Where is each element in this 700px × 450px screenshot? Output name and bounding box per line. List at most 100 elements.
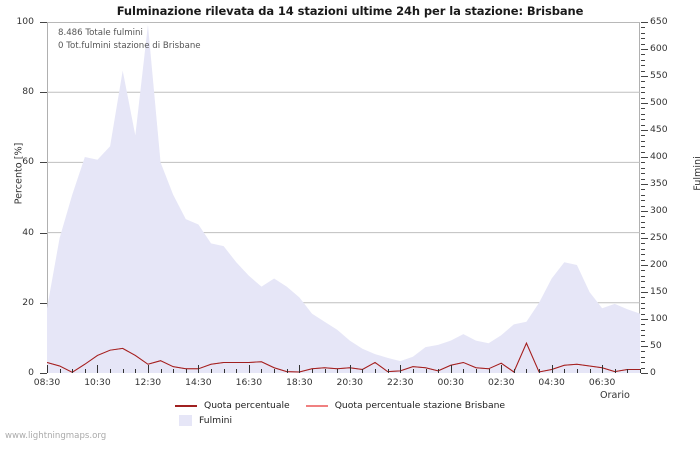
y-axis-right-tick-mark (641, 22, 648, 23)
y-axis-right-minor-tick (641, 173, 645, 175)
y-axis-right-tick-label: 400 (650, 151, 668, 162)
legend-line-swatch-brisbane (305, 404, 328, 407)
y-axis-right-minor-tick (641, 275, 645, 277)
x-axis-tick-mark (400, 365, 402, 373)
x-axis-minor-tick (72, 369, 74, 373)
x-axis-minor-tick (375, 369, 377, 373)
y-axis-right-minor-tick (641, 308, 645, 310)
x-axis-tick-mark (501, 365, 503, 373)
x-axis-minor-tick (362, 369, 364, 373)
y-axis-left-tick-label: 80 (22, 86, 34, 98)
y-axis-right-tick-label: 500 (650, 97, 668, 108)
y-axis-left-tick-label: 100 (16, 16, 34, 27)
legend-label-quota: Quota percentuale (204, 400, 290, 411)
x-axis-tick-mark (248, 365, 250, 373)
y-axis-right-tick-mark (641, 184, 648, 185)
y-axis-right-minor-tick (641, 281, 645, 283)
chart-title: Fulminazione rilevata da 14 stazioni ult… (116, 4, 584, 18)
y-axis-right-minor-tick (641, 302, 645, 304)
x-axis-minor-tick (261, 369, 263, 373)
x-axis-tick-label: 00:30 (437, 377, 464, 388)
y-axis-right-tick-label: 300 (650, 205, 668, 216)
y-axis-right-minor-tick (641, 124, 645, 126)
y-axis-left-tick-label: 20 (22, 296, 34, 308)
y-axis-right-tick-label: 200 (650, 259, 668, 270)
y-axis-right-minor-tick (641, 356, 645, 358)
legend-line-swatch-quota (175, 404, 197, 407)
y-axis-right-tick-mark (641, 346, 648, 347)
y-axis-right-tick-label: 50 (650, 340, 662, 351)
x-axis-minor-tick (412, 369, 414, 373)
y-axis-right-minor-tick (641, 270, 645, 272)
y-axis-right-minor-tick (641, 335, 645, 337)
chart-legend: Quota percentuale Quota percentuale staz… (175, 398, 595, 428)
y-axis-right-minor-tick (641, 86, 645, 88)
x-axis-tick-label: 02:30 (487, 377, 515, 388)
y-axis-left-tick-mark (40, 22, 47, 23)
y-axis-right-minor-tick (641, 27, 645, 29)
x-axis-minor-tick (211, 369, 213, 373)
x-axis-minor-tick (286, 369, 288, 373)
legend-label-fulmini: Fulmini (199, 415, 233, 426)
x-axis-tick-label: 20:30 (336, 377, 364, 388)
y-axis-right-tick-mark (641, 211, 648, 212)
x-axis-minor-tick (614, 369, 616, 373)
watermark: www.lightningmaps.org (5, 431, 107, 441)
y-axis-right-minor-tick (641, 232, 645, 234)
x-axis-tick-mark (450, 365, 452, 373)
y-axis-right-minor-tick (641, 108, 645, 110)
y-axis-right-minor-tick (641, 113, 645, 115)
y-axis-left-tick-label: 0 (28, 367, 34, 378)
y-axis-right-minor-tick (641, 313, 645, 315)
y-axis-right-tick-mark (641, 292, 648, 293)
y-axis-right-minor-tick (641, 286, 645, 288)
x-axis-minor-tick (475, 369, 477, 373)
x-axis-tick-label: 06:30 (588, 377, 616, 388)
annotation-station-lightning: 0 Tot.fulmini stazione di Brisbane (58, 41, 201, 51)
y-axis-right-tick-mark (641, 49, 648, 50)
y-axis-right-tick-label: 0 (650, 367, 656, 378)
y-axis-right-tick-mark (641, 238, 648, 239)
y-axis-left-tick-mark (40, 232, 47, 234)
y-axis-right-tick-label: 100 (650, 313, 668, 324)
y-axis-left-tick-label: 40 (22, 226, 34, 238)
x-axis-tick-mark (349, 365, 351, 373)
x-axis-tick-mark (47, 365, 48, 373)
y-axis-right-title: Fulmini (692, 156, 700, 191)
x-axis-minor-tick (526, 369, 528, 373)
x-axis-minor-tick (274, 369, 276, 373)
x-axis-minor-tick (311, 369, 313, 373)
y-axis-right-minor-tick (641, 59, 645, 61)
x-axis-minor-tick (122, 369, 124, 373)
x-axis-tick-label: 10:30 (84, 377, 111, 388)
y-axis-right-tick-mark (641, 319, 648, 320)
y-axis-right-minor-tick (641, 162, 645, 164)
y-axis-right-minor-tick (641, 227, 645, 229)
y-axis-right-minor-tick (641, 167, 645, 169)
plot-canvas (47, 22, 640, 373)
y-axis-right-minor-tick (641, 140, 645, 142)
x-axis-tick-label: 04:30 (538, 377, 565, 388)
legend-item-quota-percentuale[interactable]: Quota percentuale (175, 400, 290, 411)
y-axis-left-title: Percento [%] (13, 142, 25, 205)
y-axis-right-tick-mark (641, 76, 648, 77)
x-axis-minor-tick (236, 369, 238, 373)
x-axis-minor-tick (463, 369, 465, 373)
y-axis-right-minor-tick (641, 259, 645, 261)
x-axis-minor-tick (627, 369, 629, 373)
legend-item-fulmini[interactable]: Fulmini (175, 415, 232, 426)
y-axis-right-minor-tick (641, 119, 645, 121)
x-axis-tick-mark (551, 365, 553, 373)
x-axis-minor-tick (110, 369, 112, 373)
legend-item-quota-brisbane[interactable]: Quota percentuale stazione Brisbane (305, 400, 505, 411)
y-axis-right-tick-mark (641, 265, 648, 266)
y-axis-right-minor-tick (641, 97, 645, 99)
y-axis-right-minor-tick (641, 70, 645, 72)
x-axis-tick-label: 12:30 (134, 377, 162, 388)
x-axis-tick-label: 16:30 (235, 377, 263, 388)
x-axis-minor-tick (564, 369, 566, 373)
y-axis-right-minor-tick (641, 194, 645, 196)
y-axis-right-minor-tick (641, 54, 645, 56)
y-axis-right-minor-tick (641, 329, 645, 331)
x-axis-minor-tick (640, 369, 641, 373)
